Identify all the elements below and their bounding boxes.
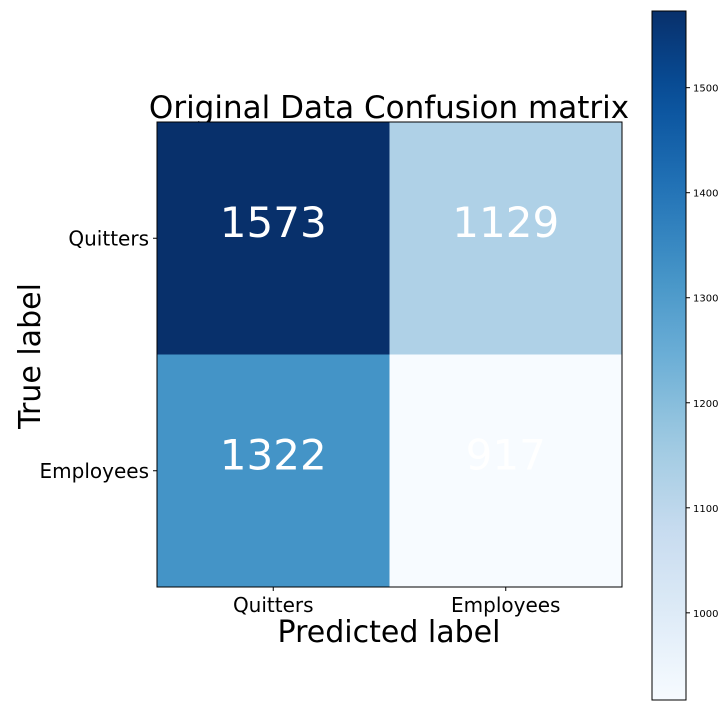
x-axis-ticks: Quitters Employees — [233, 587, 560, 617]
y-tick-label: Employees — [40, 459, 149, 483]
colorbar-tick-label: 1400 — [693, 189, 718, 200]
plot-frame — [156, 121, 623, 588]
colorbar-tick-label: 1200 — [693, 399, 718, 410]
colorbar-ticks: 1000 1100 1200 1300 1400 1500 — [686, 84, 718, 620]
colorbar — [651, 10, 687, 701]
cell-value-0-0: 1573 — [220, 198, 327, 247]
heatmap-cell-1-0 — [157, 354, 390, 587]
x-tick-label: Quitters — [233, 593, 314, 617]
colorbar-tick-label: 1300 — [693, 294, 718, 305]
chart-title: Original Data Confusion matrix — [149, 90, 629, 126]
cell-value-1-1: 917 — [466, 430, 546, 479]
colorbar-tick-label: 1100 — [693, 504, 718, 515]
heatmap-cell-1-1 — [389, 354, 622, 587]
x-tick-label: Employees — [451, 593, 560, 617]
y-axis-label: True label — [13, 283, 48, 430]
y-axis-ticks: Quitters Employees — [40, 226, 157, 483]
heatmap-cells: 1573 1129 1322 917 — [157, 122, 622, 587]
cell-value-1-0: 1322 — [220, 430, 327, 479]
colorbar-tick-label: 1000 — [693, 609, 718, 620]
x-axis-label: Predicted label — [278, 615, 501, 650]
heatmap-cell-0-0 — [157, 122, 390, 355]
y-tick-label: Quitters — [68, 226, 149, 250]
cell-value-0-1: 1129 — [452, 198, 559, 247]
heatmap-cell-0-1 — [389, 122, 622, 355]
colorbar-tick-label: 1500 — [693, 84, 718, 95]
